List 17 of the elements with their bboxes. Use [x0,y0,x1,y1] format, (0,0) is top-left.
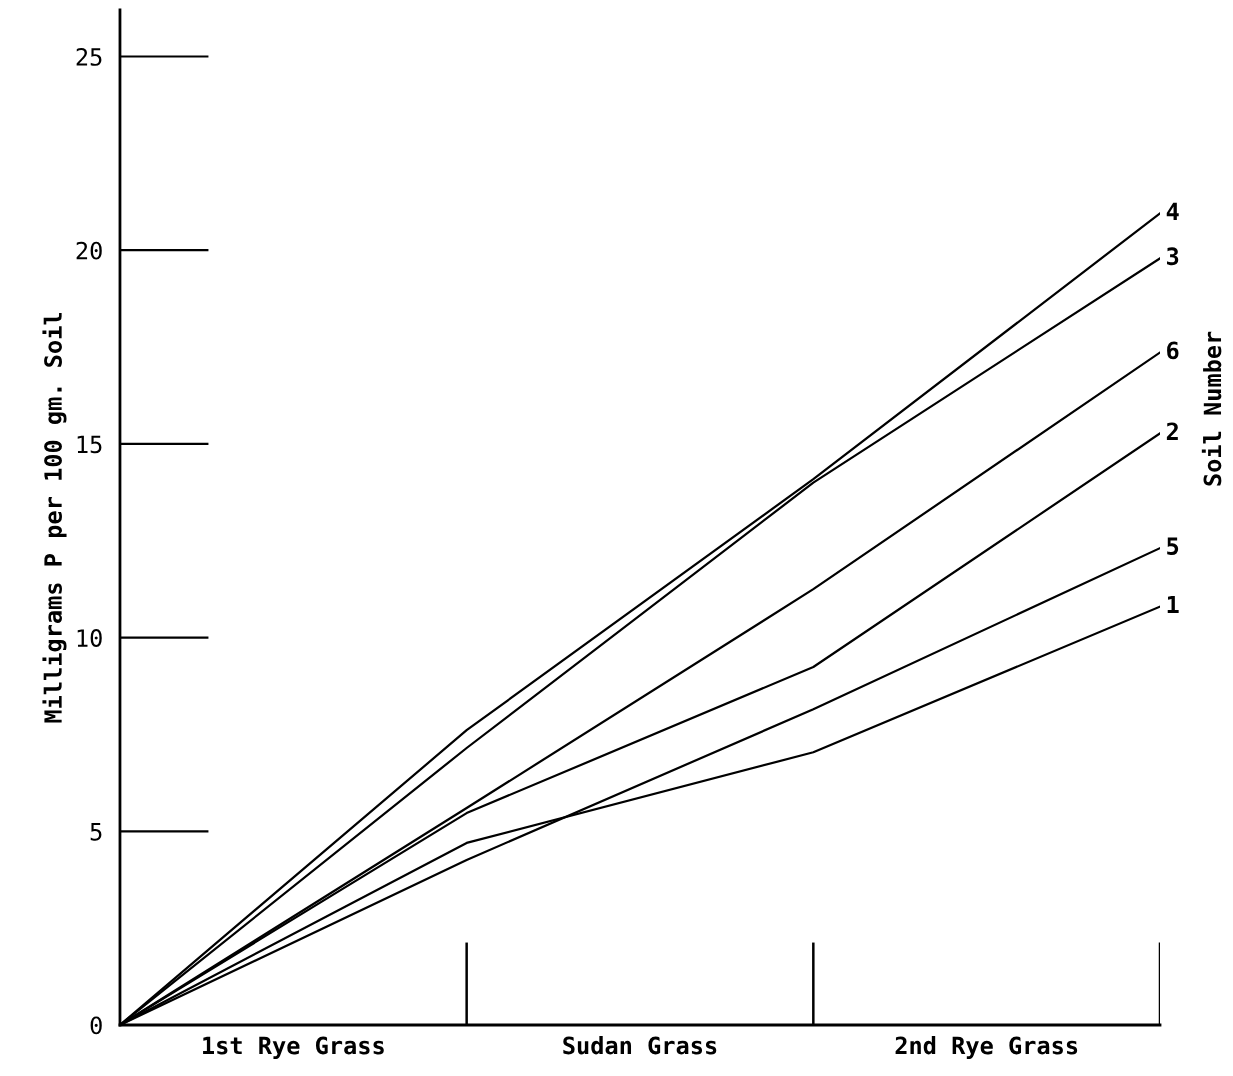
y-axis-title: Milligrams P per 100 gm. Soil [42,312,67,723]
x-tick-label: Sudan Grass [563,1036,717,1055]
series-label: 6 [1167,341,1179,360]
x-tick-label: 1st Rye Grass [203,1036,384,1059]
y-tick-label: 20 [76,241,102,260]
y-tick-label: 10 [77,629,102,647]
y-tick-label: 25 [76,48,102,66]
legend-title: Soil Number [1201,331,1222,486]
y-tick-label: 15 [77,435,102,454]
series-label: 4 [1166,202,1179,220]
x-tick-label: 2nd Rye Grass [895,1036,1078,1059]
y-tick-label: 5 [90,823,102,841]
series-label: 1 [1167,595,1179,614]
series-label: 5 [1167,537,1179,555]
y-tick-label: 0 [90,1016,102,1035]
series-label: 2 [1166,422,1178,440]
series-label: 3 [1167,247,1179,266]
